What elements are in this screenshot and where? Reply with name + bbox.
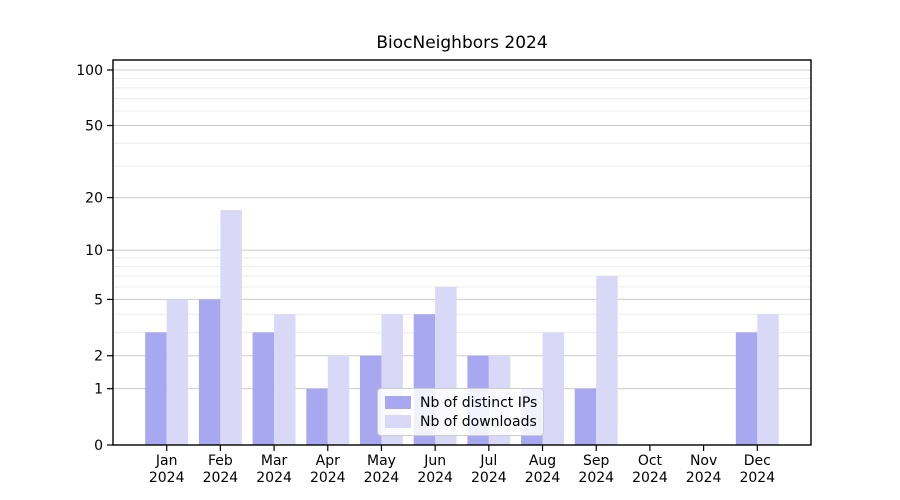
y-tick-label: 1 (94, 382, 103, 398)
legend-swatch-distinct-ips-icon (385, 396, 411, 409)
x-tick-label-month: Feb (208, 453, 233, 469)
bar-ips-apr (306, 388, 328, 445)
bar-ips-feb (198, 299, 221, 445)
x-tick-label-year: 2024 (417, 470, 453, 486)
x-tick-label-year: 2024 (149, 470, 185, 486)
legend-item-distinct-ips: Nb of distinct IPs (385, 394, 538, 412)
bar-ips-may (359, 355, 382, 445)
x-tick-label-month: Dec (744, 453, 771, 469)
x-tick-label-month: Jun (423, 453, 446, 469)
chart-title: BiocNeighbors 2024 (376, 33, 548, 53)
x-tick-label-year: 2024 (578, 470, 614, 486)
y-tick-label: 10 (85, 243, 103, 259)
y-tick-label: 50 (85, 119, 103, 135)
bar-ips-mar (252, 332, 275, 445)
bar-downloads-mar (274, 314, 296, 445)
bar-downloads-sep (596, 276, 618, 445)
x-tick-label-month: Apr (316, 453, 340, 469)
x-tick-label-month: Nov (690, 453, 717, 469)
x-tick-label-year: 2024 (203, 470, 239, 486)
x-tick-label-year: 2024 (686, 470, 722, 486)
x-tick-label-year: 2024 (632, 470, 668, 486)
bar-ips-dec (735, 332, 758, 445)
x-tick-label-year: 2024 (739, 470, 775, 486)
x-tick-label-month: Mar (261, 453, 288, 469)
bar-downloads-apr (327, 355, 350, 445)
y-tick-label: 100 (76, 63, 103, 79)
axes-frame (112, 59, 812, 446)
bar-downloads-dec (757, 314, 779, 445)
y-tick-label: 0 (94, 438, 103, 454)
x-tick-label-month: Sep (583, 453, 610, 469)
x-tick-label-year: 2024 (310, 470, 346, 486)
y-tick-label: 20 (85, 191, 103, 207)
x-tick-label-month: Jul (479, 453, 497, 469)
x-tick-label-month: May (367, 453, 396, 469)
y-tick-label: 5 (94, 292, 103, 308)
x-tick-label-year: 2024 (256, 470, 292, 486)
legend-label-downloads: Nb of downloads (420, 413, 537, 430)
bar-downloads-aug (542, 332, 565, 445)
x-tick-label-month: Aug (529, 453, 556, 469)
bar-ips-sep (574, 388, 597, 445)
legend-label-distinct-ips: Nb of distinct IPs (420, 394, 538, 411)
x-tick-label-year: 2024 (471, 470, 507, 486)
x-tick-label-year: 2024 (525, 470, 561, 486)
x-tick-label-month: Oct (638, 453, 663, 469)
y-tick-label: 2 (94, 349, 103, 365)
legend-item-downloads: Nb of downloads (385, 413, 537, 431)
bar-downloads-jan (166, 299, 189, 445)
legend-swatch-downloads-icon (385, 415, 411, 428)
legend: Nb of distinct IPs Nb of downloads (377, 388, 544, 436)
bar-downloads-feb (220, 210, 242, 445)
x-tick-label-month: Jan (155, 453, 178, 469)
x-tick-label-year: 2024 (364, 470, 400, 486)
bar-ips-jan (145, 332, 167, 445)
